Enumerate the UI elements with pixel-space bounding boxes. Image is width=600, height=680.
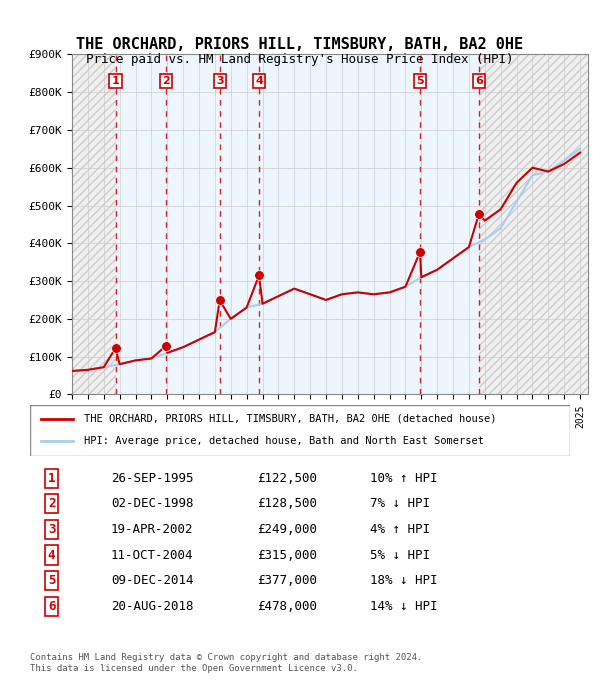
Bar bbox=[72, 54, 116, 394]
Text: 7% ↓ HPI: 7% ↓ HPI bbox=[370, 497, 430, 511]
Text: 18% ↓ HPI: 18% ↓ HPI bbox=[370, 574, 438, 588]
Bar bbox=[220, 54, 259, 394]
Text: 3: 3 bbox=[48, 523, 55, 536]
Bar bbox=[166, 54, 220, 394]
Text: 19-APR-2002: 19-APR-2002 bbox=[111, 523, 193, 536]
Bar bbox=[479, 54, 588, 394]
Text: 5: 5 bbox=[48, 574, 55, 588]
Bar bbox=[420, 54, 479, 394]
Bar bbox=[259, 54, 420, 394]
Text: 6: 6 bbox=[475, 76, 483, 86]
Text: 4: 4 bbox=[255, 76, 263, 86]
Bar bbox=[116, 54, 166, 394]
Text: THE ORCHARD, PRIORS HILL, TIMSBURY, BATH, BA2 0HE (detached house): THE ORCHARD, PRIORS HILL, TIMSBURY, BATH… bbox=[84, 414, 497, 424]
Text: 20-AUG-2018: 20-AUG-2018 bbox=[111, 600, 193, 613]
Text: £377,000: £377,000 bbox=[257, 574, 317, 588]
Text: 3: 3 bbox=[216, 76, 223, 86]
Text: 2: 2 bbox=[162, 76, 170, 86]
Text: 4: 4 bbox=[48, 549, 55, 562]
Text: THE ORCHARD, PRIORS HILL, TIMSBURY, BATH, BA2 0HE: THE ORCHARD, PRIORS HILL, TIMSBURY, BATH… bbox=[76, 37, 524, 52]
FancyBboxPatch shape bbox=[30, 405, 570, 456]
Text: 5: 5 bbox=[416, 76, 424, 86]
Text: 14% ↓ HPI: 14% ↓ HPI bbox=[370, 600, 438, 613]
Text: 1: 1 bbox=[112, 76, 119, 86]
Text: 09-DEC-2014: 09-DEC-2014 bbox=[111, 574, 193, 588]
Text: 1: 1 bbox=[48, 472, 55, 485]
Text: £122,500: £122,500 bbox=[257, 472, 317, 485]
Text: £315,000: £315,000 bbox=[257, 549, 317, 562]
Text: HPI: Average price, detached house, Bath and North East Somerset: HPI: Average price, detached house, Bath… bbox=[84, 437, 484, 446]
Text: £128,500: £128,500 bbox=[257, 497, 317, 511]
Text: 02-DEC-1998: 02-DEC-1998 bbox=[111, 497, 193, 511]
Text: 26-SEP-1995: 26-SEP-1995 bbox=[111, 472, 193, 485]
Text: 6: 6 bbox=[48, 600, 55, 613]
Text: £249,000: £249,000 bbox=[257, 523, 317, 536]
Text: 2: 2 bbox=[48, 497, 55, 511]
Text: 5% ↓ HPI: 5% ↓ HPI bbox=[370, 549, 430, 562]
Text: £478,000: £478,000 bbox=[257, 600, 317, 613]
Text: Price paid vs. HM Land Registry's House Price Index (HPI): Price paid vs. HM Land Registry's House … bbox=[86, 53, 514, 67]
Text: 11-OCT-2004: 11-OCT-2004 bbox=[111, 549, 193, 562]
Text: 10% ↑ HPI: 10% ↑ HPI bbox=[370, 472, 438, 485]
Text: Contains HM Land Registry data © Crown copyright and database right 2024.
This d: Contains HM Land Registry data © Crown c… bbox=[30, 653, 422, 673]
Text: 4% ↑ HPI: 4% ↑ HPI bbox=[370, 523, 430, 536]
